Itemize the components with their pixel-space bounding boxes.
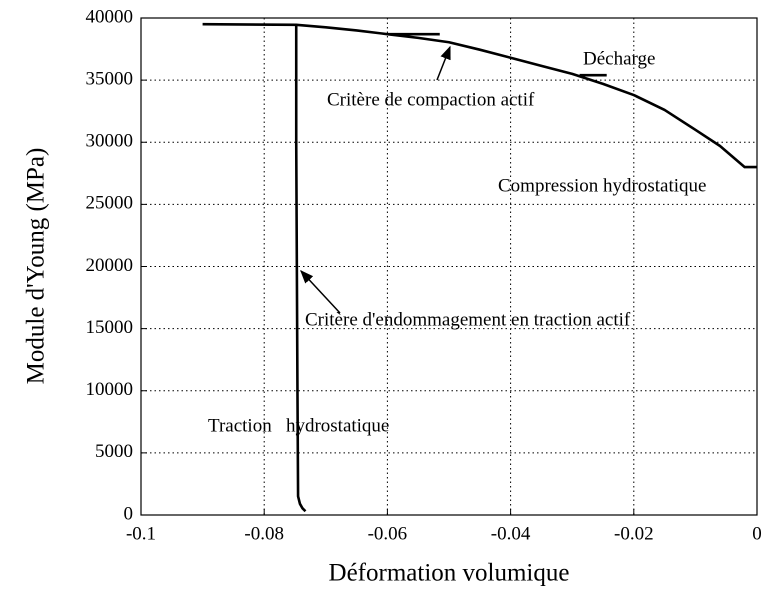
plot-frame <box>140 17 758 516</box>
x-tick-label: -0.06 <box>368 523 408 544</box>
annotation-arrows <box>300 45 451 314</box>
annotation: Critère d'endommagement en traction acti… <box>305 309 631 330</box>
x-tick-label: -0.1 <box>126 523 156 544</box>
data-line <box>294 24 307 513</box>
x-tick-label: 0 <box>752 523 762 544</box>
x-tick-label: -0.04 <box>491 523 531 544</box>
y-tick-label: 5000 <box>95 441 133 462</box>
x-tick-label: -0.02 <box>614 523 654 544</box>
x-axis-label: Déformation volumique <box>329 560 570 587</box>
y-tick-label: 20000 <box>86 255 134 276</box>
arrow <box>436 45 451 81</box>
y-tick-label: 40000 <box>86 6 134 27</box>
annotation: Critère de compaction actif <box>327 89 535 110</box>
y-tick-label: 30000 <box>86 131 134 152</box>
y-tick-label: 25000 <box>86 193 134 214</box>
y-tick-label: 10000 <box>86 379 134 400</box>
annotation: Compression hydrostatique <box>498 175 706 196</box>
x-tick-label: -0.08 <box>244 523 284 544</box>
y-tick-label: 35000 <box>86 68 134 89</box>
y-axis-label: Module d'Young (MPa) <box>23 148 50 385</box>
annotation: Traction hydrostatique <box>208 415 389 436</box>
y-tick-label: 15000 <box>86 317 134 338</box>
y-tick-label: 0 <box>124 503 134 524</box>
arrow <box>300 270 341 314</box>
annotation: Décharge <box>583 48 655 69</box>
data-line <box>202 22 757 169</box>
